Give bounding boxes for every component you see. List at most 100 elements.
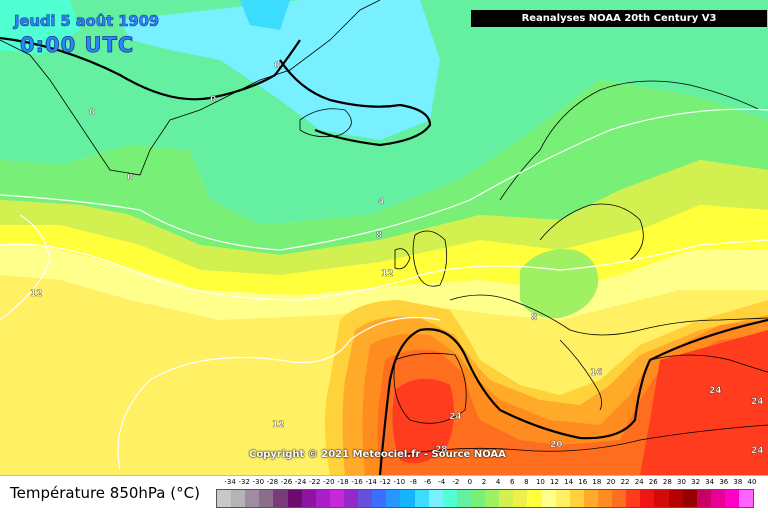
legend-swatch [372,490,386,507]
legend-tick-label: -18 [337,478,348,486]
legend-swatch [344,490,358,507]
legend-swatch [302,490,316,507]
legend-tick-label: 30 [677,478,686,486]
legend-tick-label: 32 [691,478,700,486]
legend-tick-label: 4 [496,478,500,486]
legend-swatch [570,490,584,507]
contour-label: 24 [751,446,764,456]
legend-swatch [542,490,556,507]
legend-tick-label: 2 [482,478,486,486]
contour-label: 0 [274,61,280,71]
legend-swatch [457,490,471,507]
legend-swatch [697,490,711,507]
legend-swatch [358,490,372,507]
contour-label: 8 [531,313,537,323]
legend-tick-label: 12 [550,478,559,486]
legend-tick-label: -22 [309,478,320,486]
legend-tick-label: -32 [238,478,249,486]
legend-tick-label: -24 [295,478,306,486]
legend-swatch [711,490,725,507]
legend-tick-label: -30 [253,478,264,486]
map-time: 0:00 UTC [20,33,134,57]
legend-tick-label: 40 [748,478,757,486]
legend-tick-label: -26 [281,478,292,486]
legend-tick-label: 14 [564,478,573,486]
copyright-notice: Copyright © 2021 Meteociel.fr - Source N… [249,449,506,460]
legend-swatch [217,490,231,507]
legend-swatch [584,490,598,507]
legend-swatch [471,490,485,507]
legend-swatch [400,490,414,507]
legend-swatch [598,490,612,507]
legend-tick-label: -14 [365,478,376,486]
legend-swatch [527,490,541,507]
legend-tick-label: 16 [578,478,587,486]
contour-label: 0 [89,108,95,118]
contour-label: 0 [127,173,133,183]
legend-scale-labels: -34-32-30-28-26-24-22-20-18-16-14-12-10-… [216,478,752,488]
legend-swatch [485,490,499,507]
legend-swatch [231,490,245,507]
legend-tick-label: 26 [649,478,658,486]
legend-swatch [499,490,513,507]
legend-swatch [513,490,527,507]
legend-swatch [429,490,443,507]
legend-tick-label: 6 [510,478,514,486]
legend-swatch [556,490,570,507]
legend-tick-label: 28 [663,478,672,486]
legend-swatch [386,490,400,507]
legend-swatch [316,490,330,507]
temperature-map: 0 0 0 0 4 8 8 12 12 12 16 20 24 24 24 24… [0,0,768,475]
legend-swatch [245,490,259,507]
contour-label: 0 [210,95,216,105]
legend-tick-label: 10 [536,478,545,486]
legend-tick-label: 34 [705,478,714,486]
contour-label: 8 [376,231,382,241]
legend-tick-label: -4 [438,478,445,486]
legend-tick-label: 20 [606,478,615,486]
legend-tick-label: 0 [468,478,472,486]
legend-swatch [626,490,640,507]
legend-swatch [739,490,753,507]
legend-tick-label: -8 [410,478,417,486]
legend-swatch [330,490,344,507]
legend-tick-label: -12 [380,478,391,486]
legend-tick-label: 8 [524,478,528,486]
legend-swatch [288,490,302,507]
legend-tick-label: -2 [452,478,459,486]
legend-tick-label: -34 [224,478,235,486]
contour-label: 24 [751,397,764,407]
legend-tick-label: -6 [424,478,431,486]
legend-swatch [683,490,697,507]
legend-tick-label: -16 [351,478,362,486]
contour-label: 12 [381,269,394,279]
legend-swatch [612,490,626,507]
legend-title: Température 850hPa (°C) [10,484,200,502]
legend-swatch [273,490,287,507]
legend-tick-label: -28 [267,478,278,486]
legend-swatch [654,490,668,507]
contour-label: 12 [272,420,285,430]
legend-tick-label: 22 [621,478,630,486]
legend-tick-label: -10 [394,478,405,486]
map-date: Jeudi 5 août 1909 [14,12,159,30]
legend-swatch [415,490,429,507]
contour-label: 12 [30,289,43,299]
source-banner: Reanalyses NOAA 20th Century V3 [471,10,767,27]
legend-tick-label: 24 [635,478,644,486]
legend-tick-label: 36 [719,478,728,486]
legend-swatch [259,490,273,507]
legend-tick-label: 38 [733,478,742,486]
contour-label: 20 [550,440,563,450]
legend-swatch [640,490,654,507]
contour-label: 4 [378,197,384,207]
legend-color-scale [216,489,754,508]
contour-label: 24 [709,386,722,396]
legend-swatch [669,490,683,507]
legend-swatch [443,490,457,507]
legend-tick-label: 18 [592,478,601,486]
legend-swatch [725,490,739,507]
contour-label: 24 [449,412,462,422]
legend-tick-label: -20 [323,478,334,486]
